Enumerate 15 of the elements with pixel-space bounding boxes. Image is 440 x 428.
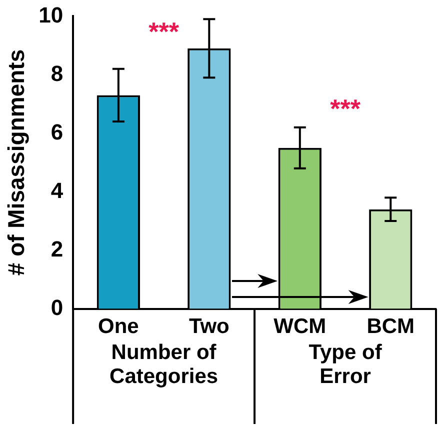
- annotation: ***: [330, 94, 362, 124]
- text: Number of Categories: [110, 341, 218, 388]
- x-tick-label: Two: [188, 315, 230, 338]
- x-tick-label: WCM: [274, 315, 326, 338]
- y-tick-label: 6: [50, 119, 64, 144]
- annotation: ***: [148, 16, 180, 46]
- x-tick-label: BCM: [366, 315, 415, 338]
- y-tick-label: 2: [50, 236, 64, 262]
- y-tick-label: 10: [38, 2, 64, 28]
- y-tick-label: 4: [50, 178, 64, 203]
- y-tick-label: 0: [50, 294, 64, 320]
- x-tick-label: One: [98, 315, 139, 338]
- y-tick-label: 8: [50, 60, 64, 86]
- text: Type of Error: [308, 341, 383, 388]
- y-axis-title: # of Misassignments: [3, 49, 30, 276]
